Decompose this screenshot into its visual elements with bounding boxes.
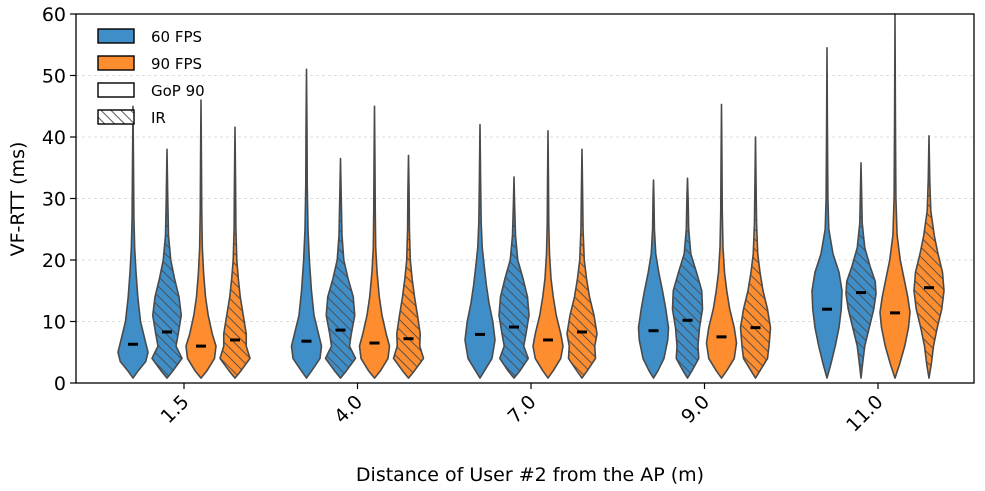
violin-body xyxy=(880,14,910,379)
violin-outline xyxy=(358,105,391,379)
x-tick-label: 1.5 xyxy=(157,391,194,428)
violin-outline xyxy=(705,103,738,379)
legend-label: IR xyxy=(151,109,166,127)
violin-60-fps-gop-90-11.0 xyxy=(811,47,843,379)
violin-60-fps-ir-11.0 xyxy=(845,162,877,379)
violin-outline xyxy=(913,134,945,379)
violin-90-fps-gop-90-11.0 xyxy=(879,13,911,379)
y-tick-label: 60 xyxy=(42,4,66,26)
violin-90-fps-ir-11.0 xyxy=(913,134,945,379)
x-axis-ticks: 1.5 4.0 7.0 9.0 11.0 xyxy=(157,383,888,436)
violin-body xyxy=(638,180,669,379)
legend-swatch-border xyxy=(97,109,135,125)
violin-hatch xyxy=(740,137,771,379)
violin-60-fps-gop-90-7.0 xyxy=(464,123,496,379)
violin-outline xyxy=(464,123,496,379)
violin-60-fps-ir-9.0 xyxy=(671,177,704,379)
violin-60-fps-gop-90-1.5 xyxy=(117,105,149,379)
violin-hatch xyxy=(914,135,944,379)
violin-outline xyxy=(532,130,564,379)
x-tick-label: 11.0 xyxy=(842,391,887,436)
violin-outline xyxy=(498,176,530,379)
violin-outline xyxy=(392,154,425,379)
violin-body xyxy=(186,100,216,379)
legend-label: GoP 90 xyxy=(151,82,205,100)
y-tick-label: 10 xyxy=(42,312,66,334)
legend-item: 90 FPS xyxy=(97,55,202,73)
violin-90-fps-ir-7.0 xyxy=(566,148,598,379)
violin-90-fps-ir-4.0 xyxy=(392,154,425,379)
x-tick-label: 7.0 xyxy=(504,391,541,428)
legend-swatch xyxy=(98,83,134,97)
violin-hatch xyxy=(152,149,182,379)
violin-outline xyxy=(845,162,877,379)
violin-60-fps-gop-90-4.0 xyxy=(290,68,323,379)
legend-label: 90 FPS xyxy=(151,55,202,73)
violin-90-fps-gop-90-9.0 xyxy=(705,103,738,379)
legend-label: 60 FPS xyxy=(151,28,202,46)
violin-body xyxy=(533,130,563,379)
violin-outline xyxy=(324,157,357,379)
violin-hatch xyxy=(672,178,703,379)
y-axis-label: VF-RTT (ms) xyxy=(7,142,29,257)
legend-item: GoP 90 xyxy=(97,82,205,100)
x-tick-label: 4.0 xyxy=(330,391,367,428)
violin-60-fps-ir-1.5 xyxy=(151,148,183,379)
violin-hatch xyxy=(499,176,529,379)
y-tick-label: 20 xyxy=(42,250,66,272)
violin-90-fps-gop-90-7.0 xyxy=(532,130,564,379)
legend-swatch xyxy=(98,29,134,43)
legend-swatch-border xyxy=(97,82,135,98)
violin-outline xyxy=(811,47,843,379)
legend-swatch xyxy=(98,56,134,70)
violin-body xyxy=(359,106,390,379)
violins xyxy=(117,13,945,379)
violin-hatch xyxy=(393,155,424,379)
violin-body xyxy=(706,104,737,379)
violin-90-fps-ir-1.5 xyxy=(219,126,251,379)
violin-body xyxy=(118,106,148,379)
violin-hatch xyxy=(325,158,356,379)
violin-60-fps-ir-4.0 xyxy=(324,157,357,379)
violin-body xyxy=(465,124,495,379)
legend-item: 60 FPS xyxy=(97,28,202,46)
violin-outline xyxy=(219,126,251,379)
y-tick-label: 40 xyxy=(42,127,66,149)
legend-swatch-border xyxy=(97,55,135,71)
violin-outline xyxy=(671,177,704,379)
violin-60-fps-gop-90-9.0 xyxy=(637,179,670,379)
violin-outline xyxy=(117,105,149,379)
legend: 60 FPS 90 FPS GoP 90 IR xyxy=(97,28,205,127)
y-tick-label: 30 xyxy=(42,189,66,211)
violin-90-fps-gop-90-1.5 xyxy=(185,99,217,379)
legend-swatch-border xyxy=(97,28,135,44)
x-tick-label: 9.0 xyxy=(677,391,714,428)
violin-outline xyxy=(637,179,670,379)
violin-outline xyxy=(290,68,323,379)
violin-hatch xyxy=(567,149,597,379)
violin-outline xyxy=(739,136,772,379)
x-axis-label: Distance of User #2 from the AP (m) xyxy=(356,464,704,486)
violin-90-fps-ir-9.0 xyxy=(739,136,772,379)
violin-outline xyxy=(185,99,217,379)
violin-outline xyxy=(151,148,183,379)
y-tick-label: 50 xyxy=(42,66,66,88)
legend-item: IR xyxy=(97,109,166,127)
violin-hatch xyxy=(846,162,876,379)
violin-outline xyxy=(566,148,598,379)
legend-hatch xyxy=(98,110,134,124)
y-axis-ticks: 0 10 20 30 40 50 60 xyxy=(42,4,76,395)
violin-90-fps-gop-90-4.0 xyxy=(358,105,391,379)
y-tick-label: 0 xyxy=(54,373,66,395)
violin-60-fps-ir-7.0 xyxy=(498,176,530,379)
violin-body xyxy=(291,69,322,379)
violin-body xyxy=(812,47,842,379)
